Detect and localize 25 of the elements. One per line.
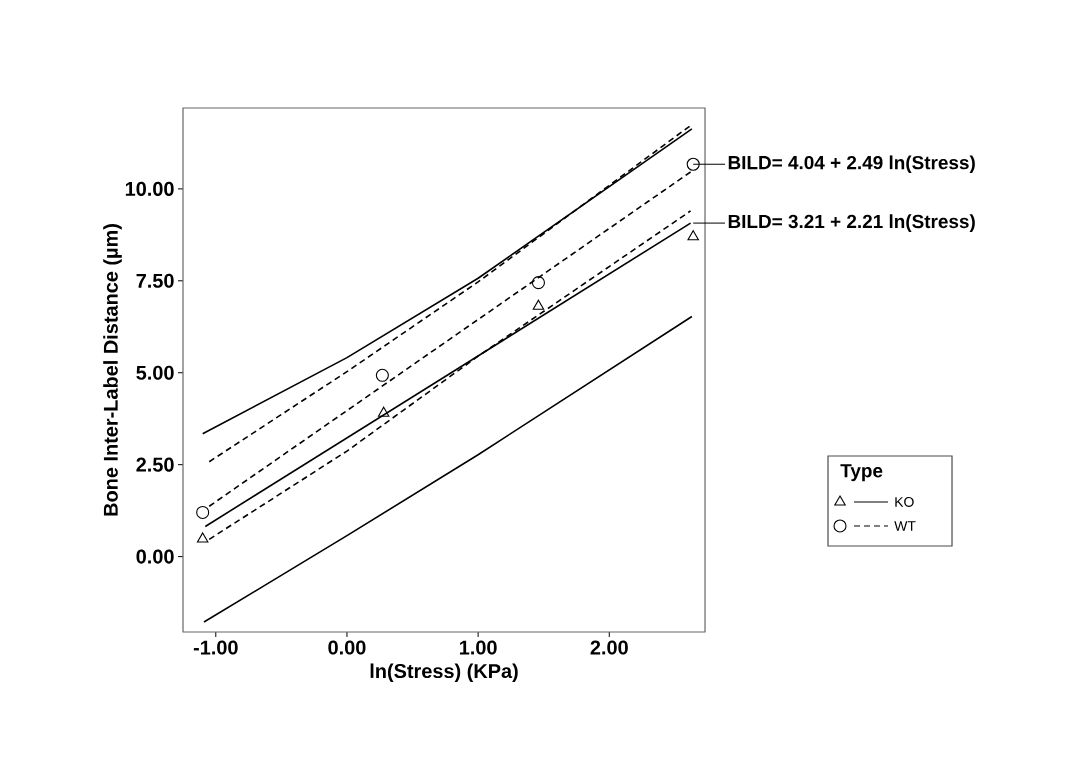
point [196,505,210,520]
legend-label: KO [895,497,914,507]
x-axis-title: ln(Stress) (KPa) [370,663,518,683]
annotation: BILD= 3.21 + 2.21 ln(Stress) [728,214,975,232]
x-tick-label: 1.00 [459,640,497,655]
point [377,406,390,417]
y-tick-label: 2.50 [136,457,174,472]
line-series [203,315,693,623]
annotation: BILD= 4.04 + 2.49 ln(Stress) [728,155,975,174]
point [531,276,545,290]
y-tick-label: 5.00 [136,365,174,380]
x-tick-label: 2.00 [590,640,628,655]
point [687,230,699,241]
point [375,368,389,382]
point [532,299,545,310]
y-tick-label: 7.50 [136,273,174,288]
legend-label: WT [894,521,916,531]
y-axis-title: Bone Inter-Label Distance (µm) [103,224,122,516]
x-tick-label: -1.00 [193,640,238,655]
point [196,532,209,543]
x-tick-label: 0.00 [328,640,366,655]
point [686,157,700,171]
y-tick-label: 10.00 [125,181,174,196]
y-tick-label: 0.00 [136,549,174,564]
legend-title: Type [840,464,883,482]
